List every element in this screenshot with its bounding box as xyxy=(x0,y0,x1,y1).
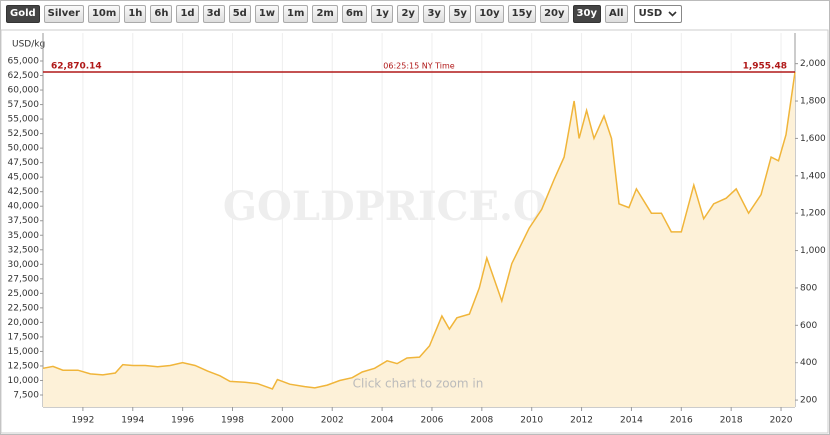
range-button[interactable]: 2y xyxy=(397,5,420,23)
y2-tick-label: 1,000 xyxy=(800,246,826,256)
x-tick-label: 2014 xyxy=(620,416,643,426)
y-tick-label: 35,000 xyxy=(8,231,40,241)
x-tick-label: 2018 xyxy=(720,416,743,426)
y2-tick-label: 800 xyxy=(800,283,817,293)
range-button[interactable]: 10y xyxy=(475,5,504,23)
y2-tick-label: 1,400 xyxy=(800,171,826,181)
range-button[interactable]: 5d xyxy=(228,5,251,23)
y2-tick-label: 600 xyxy=(800,321,817,331)
y-tick-label: 27,500 xyxy=(8,274,40,284)
y-tick-label: 25,000 xyxy=(8,289,40,299)
range-button[interactable]: 6h xyxy=(150,5,173,23)
y2-tick-label: 1,800 xyxy=(800,97,826,107)
range-button[interactable]: 1y xyxy=(371,5,394,23)
zoom-hint: Click chart to zoom in xyxy=(353,377,484,391)
price-line xyxy=(42,71,796,390)
y2-tick-label: 1,600 xyxy=(800,134,826,144)
dropdown-arrow xyxy=(668,11,677,17)
y-tick-label: 30,000 xyxy=(8,260,40,270)
x-tick-label: 2002 xyxy=(321,416,344,426)
range-button[interactable]: Gold xyxy=(6,5,40,23)
current-price-oz: 1,955.48 xyxy=(743,61,787,71)
y2-tick-label: 1,200 xyxy=(800,209,826,219)
y-tick-label: 15,000 xyxy=(8,347,40,357)
range-button[interactable]: 15y xyxy=(507,5,537,23)
y2-tick-label: 200 xyxy=(800,396,817,406)
y-tick-label: 65,000 xyxy=(8,56,40,66)
y-tick-label: 40,000 xyxy=(8,202,40,212)
chart-frame xyxy=(0,29,829,434)
y-axis-label: USD/kg xyxy=(12,40,45,50)
y-tick-label: 32,500 xyxy=(8,245,40,255)
y-tick-label: 17,500 xyxy=(8,332,40,342)
time-label: 06:25:15 NY Time xyxy=(383,61,455,70)
x-tick-label: 2016 xyxy=(670,416,693,426)
y-tick-label: 37,500 xyxy=(8,216,40,226)
currency-select[interactable]: USD xyxy=(633,5,683,23)
y-tick-label: 55,000 xyxy=(8,115,40,125)
x-tick-label: 2010 xyxy=(520,416,543,426)
range-button[interactable]: 10m xyxy=(87,5,121,23)
y-tick-label: 47,500 xyxy=(8,158,40,168)
area xyxy=(43,72,795,407)
y-tick-label: 62,500 xyxy=(8,71,40,81)
x-tick-label: 2004 xyxy=(371,416,394,426)
x-tick-label: 2020 xyxy=(770,416,793,426)
y-tick-label: 20,000 xyxy=(8,318,40,328)
current-price-kg: 62,870.14 xyxy=(51,61,102,71)
range-button[interactable]: 1m xyxy=(283,5,309,23)
x-tick-label: 1992 xyxy=(71,416,94,426)
range-button[interactable]: 30y xyxy=(572,5,601,23)
y-tick-label: 22,500 xyxy=(8,303,40,313)
y-tick-label: 12,500 xyxy=(8,361,40,371)
x-tick-label: 1994 xyxy=(121,416,144,426)
x-tick-label: 2000 xyxy=(271,416,294,426)
y-tick-label: 42,500 xyxy=(8,187,40,197)
range-button[interactable]: 1w xyxy=(254,5,280,23)
y2-tick-label: 2,000 xyxy=(800,59,826,69)
range-button[interactable]: 6m xyxy=(341,5,368,23)
x-tick-label: 2012 xyxy=(570,416,593,426)
y-tick-label: 50,000 xyxy=(8,144,40,154)
toolbar: Gold Silver 10m 1h 6h 1d 3d 5d 1w 1m 2m 6m 1y 2y 3y 5y 1… xyxy=(6,5,683,23)
y-tick-label: 7,500 xyxy=(13,390,39,400)
x-tick-label: 1996 xyxy=(171,416,194,426)
range-button[interactable]: 20y xyxy=(540,5,569,23)
range-button[interactable]: 5y xyxy=(449,5,472,23)
y2-tick-label: 400 xyxy=(800,358,817,368)
range-button[interactable]: 3d xyxy=(202,5,225,23)
y-tick-label: 52,500 xyxy=(8,129,40,139)
range-button[interactable]: 3y xyxy=(423,5,446,23)
range-button[interactable]: 1d xyxy=(176,5,199,23)
range-button[interactable]: All xyxy=(604,5,628,23)
y-tick-label: 60,000 xyxy=(8,86,40,96)
y-tick-label: 57,500 xyxy=(8,100,40,110)
y-tick-label: 10,000 xyxy=(8,376,40,386)
range-button[interactable]: 1h xyxy=(124,5,147,23)
range-button[interactable]: 2m xyxy=(312,5,338,23)
currency-label: USD xyxy=(638,8,663,19)
x-tick-label: 2006 xyxy=(421,416,444,426)
y-tick-label: 45,000 xyxy=(8,173,40,183)
range-button[interactable]: Silver xyxy=(43,5,84,23)
x-tick-label: 1998 xyxy=(221,416,244,426)
x-tick-label: 2008 xyxy=(470,416,493,426)
